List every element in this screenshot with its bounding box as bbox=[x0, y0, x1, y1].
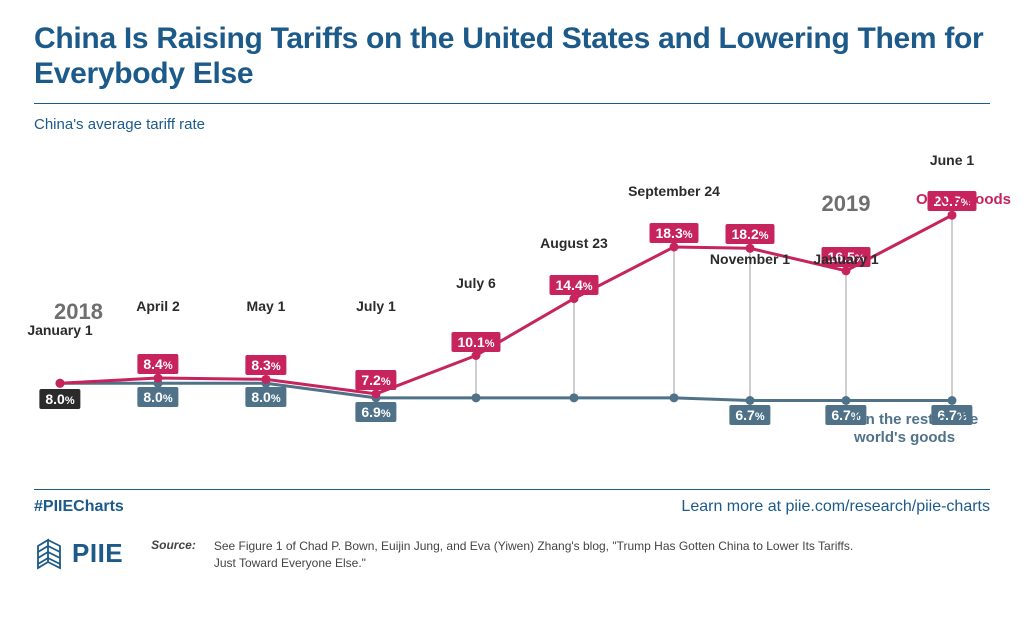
date-label: July 1 bbox=[356, 298, 396, 314]
year-label: 2018 bbox=[54, 299, 103, 325]
series-label-us: On US goods bbox=[916, 191, 1024, 209]
value-pill: 6.9% bbox=[355, 402, 396, 422]
tariff-line-chart: 8.0%8.0%6.9%6.7%6.7%6.7%8.0%8.4%8.3%7.2%… bbox=[34, 143, 990, 483]
date-label: June 1 bbox=[930, 152, 974, 168]
title-rule bbox=[34, 103, 990, 104]
chart-title: China Is Raising Tariffs on the United S… bbox=[34, 22, 990, 91]
piie-logo-icon bbox=[34, 536, 64, 570]
value-pill: 7.2% bbox=[355, 370, 396, 390]
piie-logo: PIIE bbox=[34, 536, 123, 570]
value-pill: 8.0% bbox=[245, 387, 286, 407]
date-label: September 24 bbox=[628, 183, 720, 199]
value-pill: 8.0% bbox=[39, 389, 80, 409]
year-label: 2019 bbox=[822, 191, 871, 217]
value-pill: 8.0% bbox=[137, 387, 178, 407]
footer-rule bbox=[34, 489, 990, 490]
value-pill: 8.4% bbox=[137, 354, 178, 374]
logo-text: PIIE bbox=[72, 538, 123, 569]
hashtag: #PIIECharts bbox=[34, 498, 124, 516]
date-label: August 23 bbox=[540, 235, 608, 251]
value-pill: 14.4% bbox=[549, 275, 598, 295]
learn-more-link[interactable]: Learn more at piie.com/research/piie-cha… bbox=[681, 498, 990, 516]
source-text: See Figure 1 of Chad P. Bown, Euijin Jun… bbox=[214, 538, 864, 573]
world-series-line bbox=[60, 383, 952, 400]
date-label: November 1 bbox=[710, 251, 790, 267]
date-label: April 2 bbox=[136, 298, 180, 314]
value-pill: 18.3% bbox=[649, 223, 698, 243]
date-label: July 6 bbox=[456, 275, 496, 291]
date-label: May 1 bbox=[247, 298, 286, 314]
value-pill: 18.2% bbox=[725, 224, 774, 244]
value-pill: 10.1% bbox=[451, 332, 500, 352]
us-series-line bbox=[60, 215, 952, 394]
value-pill: 6.7% bbox=[729, 405, 770, 425]
date-label: January 1 bbox=[813, 251, 878, 267]
chart-subtitle: China's average tariff rate bbox=[34, 116, 990, 133]
source-label: Source: bbox=[151, 538, 196, 573]
value-pill: 8.3% bbox=[245, 355, 286, 375]
series-label-world: On the rest of the world's goods bbox=[854, 411, 994, 447]
